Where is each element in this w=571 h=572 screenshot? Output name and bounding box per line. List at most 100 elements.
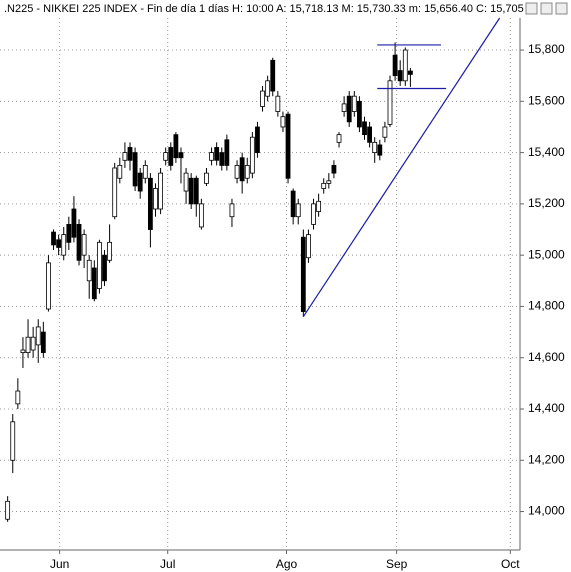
candle-body [255,126,260,154]
candle-body [158,172,163,210]
y-tick-label: 14,800 [528,299,565,313]
x-tick-label: Oct [501,557,520,571]
candle-body [193,177,199,205]
candle-body [326,180,332,184]
candle-body [35,326,41,346]
candle-body [219,152,225,166]
candle-body [372,141,378,154]
candle-body [336,134,342,143]
candle-body [61,234,67,256]
trend-line [302,17,501,318]
candle-body [311,203,316,225]
candle-body [204,172,209,184]
candle-body [402,49,408,82]
candle-body [331,165,337,174]
y-tick-label: 14,400 [528,401,565,415]
candle-body [107,241,113,261]
candle-body [188,177,194,205]
candle-body [15,390,21,405]
candle-body [392,54,398,77]
candle-body [280,116,286,128]
candle-body [117,165,123,179]
candle-body [290,190,296,218]
candle-body [183,172,189,192]
candle-body [91,267,97,300]
candle-body [56,239,62,248]
candle-body [153,188,158,210]
candle-body [260,90,265,107]
y-tick-label: 14,600 [528,350,565,364]
candle-body [198,203,204,228]
y-tick-label: 15,000 [528,247,565,261]
candle-body [214,147,220,161]
candle-body [76,223,82,261]
candle-body [316,200,322,212]
candle-body [132,152,138,187]
candle-body [244,165,250,179]
candle-body [367,126,373,143]
candle-body [66,223,72,243]
candle-body [357,100,362,128]
candle-body [137,172,143,192]
window-buttons [525,2,568,15]
chart-title: .N225 - NIKKEI 225 INDEX - Fin de día 1 … [4,3,524,15]
candle-body [275,95,281,112]
candle-body [265,80,271,97]
x-tick-label: Ago [276,557,298,571]
candle-body [346,95,352,123]
candle-body [112,167,118,218]
candle-body [300,236,306,312]
candle-body [10,421,16,461]
candle-body [81,234,87,256]
candle-body [46,262,51,310]
y-tick-label: 15,200 [528,196,565,210]
candle-body [239,157,245,182]
candle-body [86,259,92,282]
candle-body [40,331,46,353]
minimize-button[interactable] [525,2,538,15]
close-button[interactable] [555,2,568,15]
candle-body [5,500,11,520]
candle-body [351,95,357,112]
candle-body [321,182,327,189]
candle-body [234,165,240,179]
candle-body [102,254,107,282]
candle-body [142,165,148,179]
y-tick-label: 15,800 [528,42,565,56]
candle-body [407,70,413,75]
candle-body [178,152,184,159]
candle-body [51,231,56,246]
candle-body [30,336,36,351]
candle-body [209,152,214,161]
candle-body [285,113,291,179]
candle-body [97,241,102,289]
candle-body [306,234,311,259]
y-tick-label: 15,600 [528,93,565,107]
candle-body [377,144,383,156]
candle-body [20,349,26,353]
candle-body [382,126,388,138]
candle-body [341,103,347,112]
candle-body [147,177,153,230]
candle-body [362,121,367,136]
candle-body [122,152,128,161]
candle-body [229,203,235,218]
candle-body [397,70,403,82]
candle-body [224,139,230,166]
x-tick-label: Jun [50,557,69,571]
candle-body [163,152,169,161]
y-tick-label: 14,000 [528,504,565,518]
x-tick-label: Sep [386,557,408,571]
candle-body [71,208,77,238]
candle-body [173,134,179,159]
y-tick-label: 15,400 [528,145,565,159]
maximize-button[interactable] [540,2,553,15]
candle-body [387,80,393,125]
candle-body [295,203,301,218]
candle-body [127,147,133,161]
candle-body [249,136,255,174]
y-tick-label: 14,200 [528,452,565,466]
x-tick-label: Jul [160,557,175,571]
